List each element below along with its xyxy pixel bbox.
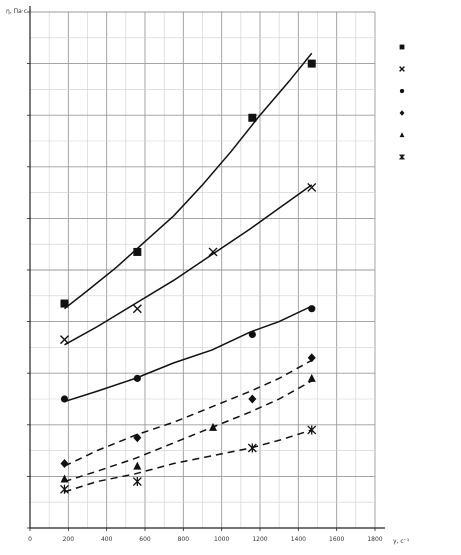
series-5-point [209,422,218,431]
series-5-curve [64,380,313,483]
series-3-point [133,374,141,382]
series-5-point [60,474,69,483]
series-6-curve [64,429,312,493]
x-tick-label: 1600 [329,536,344,543]
legend-marker-3 [399,88,405,94]
series-1-curve [64,52,313,310]
x-tick-label: 200 [63,536,75,543]
legend-marker-1 [399,44,405,50]
series-4-point [248,394,257,404]
series-2-curve [64,184,313,346]
series-1-point [60,299,69,308]
series-6-point [60,484,69,494]
series-3-curve [64,305,313,403]
legend [399,44,405,160]
series-2-point [132,304,142,314]
series-4-point [133,433,142,443]
series-5-point [307,373,316,382]
axes [29,6,385,529]
series-2-point [307,182,317,192]
series-3-point [248,330,256,339]
legend-marker-5 [399,132,405,138]
series-6-point [247,443,257,453]
series-3-point [308,305,316,313]
legend-marker-2 [399,66,405,72]
series-1-point [133,247,142,256]
series-2-point [60,335,69,345]
legend-marker-4 [399,110,405,116]
grid [29,11,376,529]
tick-labels: 0 200 400 600 800 1000 1200 1400 1600 1800 [27,11,383,543]
x-tick-label: 800 [178,536,190,543]
series-4-point [307,353,316,363]
legend-marker-6 [399,154,405,160]
series-6-point [307,425,317,435]
x-tick-label: 1200 [252,536,267,543]
x-tick-label: 1800 [367,536,382,543]
series-1-point [248,113,257,122]
series-1-point [307,59,316,68]
series-4-point [60,459,69,468]
x-axis-label: γ, с⁻¹ [393,538,410,545]
x-tick-label: 0 [28,536,32,543]
x-tick-label: 1400 [291,536,306,543]
x-tick-label: 600 [139,536,151,543]
x-tick-label: 1000 [214,536,229,543]
y-axis-label: η, Па·с [6,8,27,15]
series-3-point [60,395,69,403]
series-6-point [132,477,142,487]
plot-area [60,52,317,494]
series-4-curve [64,359,313,467]
x-tick-label: 400 [101,536,113,543]
series-5-point [133,461,142,470]
series-2-point [208,247,218,257]
